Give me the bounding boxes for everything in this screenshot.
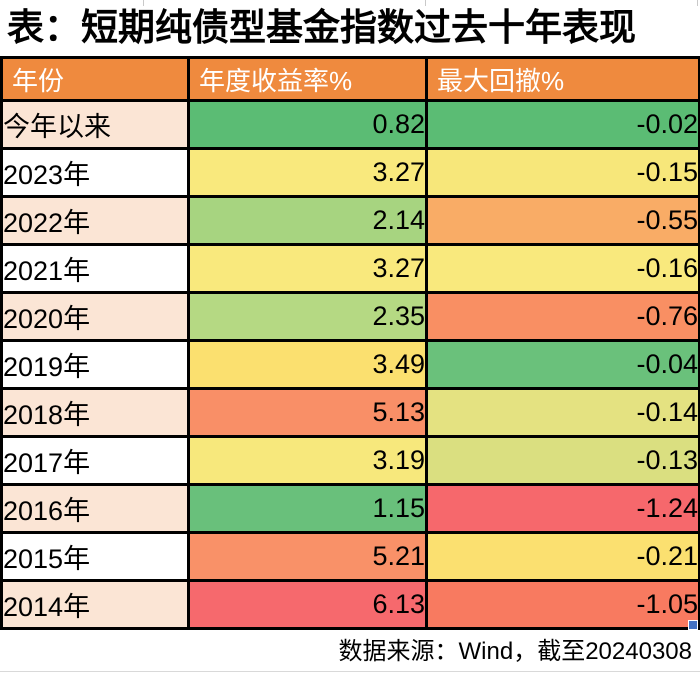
data-table: 年份 年度收益率% 最大回撤% 今年以来 0.82 -0.02 2023年 3.…: [0, 56, 700, 630]
table-row: 2017年 3.19 -0.13: [0, 435, 700, 486]
year-cell[interactable]: 今年以来: [0, 99, 190, 150]
table-row: 2016年 1.15 -1.24: [0, 483, 700, 534]
drawdown-cell[interactable]: -0.16: [425, 243, 700, 294]
drawdown-cell[interactable]: -1.05: [425, 579, 700, 630]
table-row: 2021年 3.27 -0.16: [0, 243, 700, 294]
drawdown-cell[interactable]: -0.14: [425, 387, 700, 438]
year-cell[interactable]: 2021年: [0, 243, 190, 294]
data-source-note: 数据来源：Wind，截至20240308: [338, 638, 692, 665]
gridline-tick: [697, 0, 698, 6]
year-cell[interactable]: 2014年: [0, 579, 190, 630]
year-cell[interactable]: 2015年: [0, 531, 190, 582]
year-cell[interactable]: 2023年: [0, 147, 190, 198]
drawdown-cell[interactable]: -0.55: [425, 195, 700, 246]
page-title: 表：短期纯债型基金指数过去十年表现: [7, 8, 636, 49]
table-row: 2015年 5.21 -0.21: [0, 531, 700, 582]
selection-fill-handle[interactable]: [688, 620, 698, 630]
drawdown-cell[interactable]: -0.13: [425, 435, 700, 486]
year-cell[interactable]: 2018年: [0, 387, 190, 438]
return-cell[interactable]: 3.27: [187, 147, 428, 198]
bottom-gridline: [0, 671, 700, 672]
return-cell[interactable]: 5.13: [187, 387, 428, 438]
drawdown-cell[interactable]: -0.04: [425, 339, 700, 390]
return-cell[interactable]: 3.19: [187, 435, 428, 486]
drawdown-cell[interactable]: -0.15: [425, 147, 700, 198]
return-cell[interactable]: 3.49: [187, 339, 428, 390]
return-cell[interactable]: 1.15: [187, 483, 428, 534]
gridline-tick: [143, 0, 144, 6]
drawdown-cell[interactable]: -1.24: [425, 483, 700, 534]
drawdown-cell[interactable]: -0.21: [425, 531, 700, 582]
table-row: 2020年 2.35 -0.76: [0, 291, 700, 342]
return-cell[interactable]: 2.14: [187, 195, 428, 246]
header-row: 年份 年度收益率% 最大回撤%: [0, 56, 700, 102]
table-row: 2018年 5.13 -0.14: [0, 387, 700, 438]
drawdown-cell[interactable]: -0.76: [425, 291, 700, 342]
drawdown-cell[interactable]: -0.02: [425, 99, 700, 150]
return-cell[interactable]: 2.35: [187, 291, 428, 342]
table-row: 2014年 6.13 -1.05: [0, 579, 700, 630]
year-cell[interactable]: 2019年: [0, 339, 190, 390]
year-cell[interactable]: 2022年: [0, 195, 190, 246]
return-cell[interactable]: 3.27: [187, 243, 428, 294]
table-row: 2019年 3.49 -0.04: [0, 339, 700, 390]
return-cell[interactable]: 0.82: [187, 99, 428, 150]
table-row: 今年以来 0.82 -0.02: [0, 99, 700, 150]
return-cell[interactable]: 5.21: [187, 531, 428, 582]
table-row: 2022年 2.14 -0.55: [0, 195, 700, 246]
table-row: 2023年 3.27 -0.15: [0, 147, 700, 198]
year-cell[interactable]: 2016年: [0, 483, 190, 534]
gridline-tick: [425, 0, 426, 6]
header-cell-return: 年度收益率%: [187, 56, 428, 102]
return-cell[interactable]: 6.13: [187, 579, 428, 630]
header-cell-year: 年份: [0, 56, 190, 102]
year-cell[interactable]: 2017年: [0, 435, 190, 486]
year-cell[interactable]: 2020年: [0, 291, 190, 342]
header-cell-drawdown: 最大回撤%: [425, 56, 700, 102]
